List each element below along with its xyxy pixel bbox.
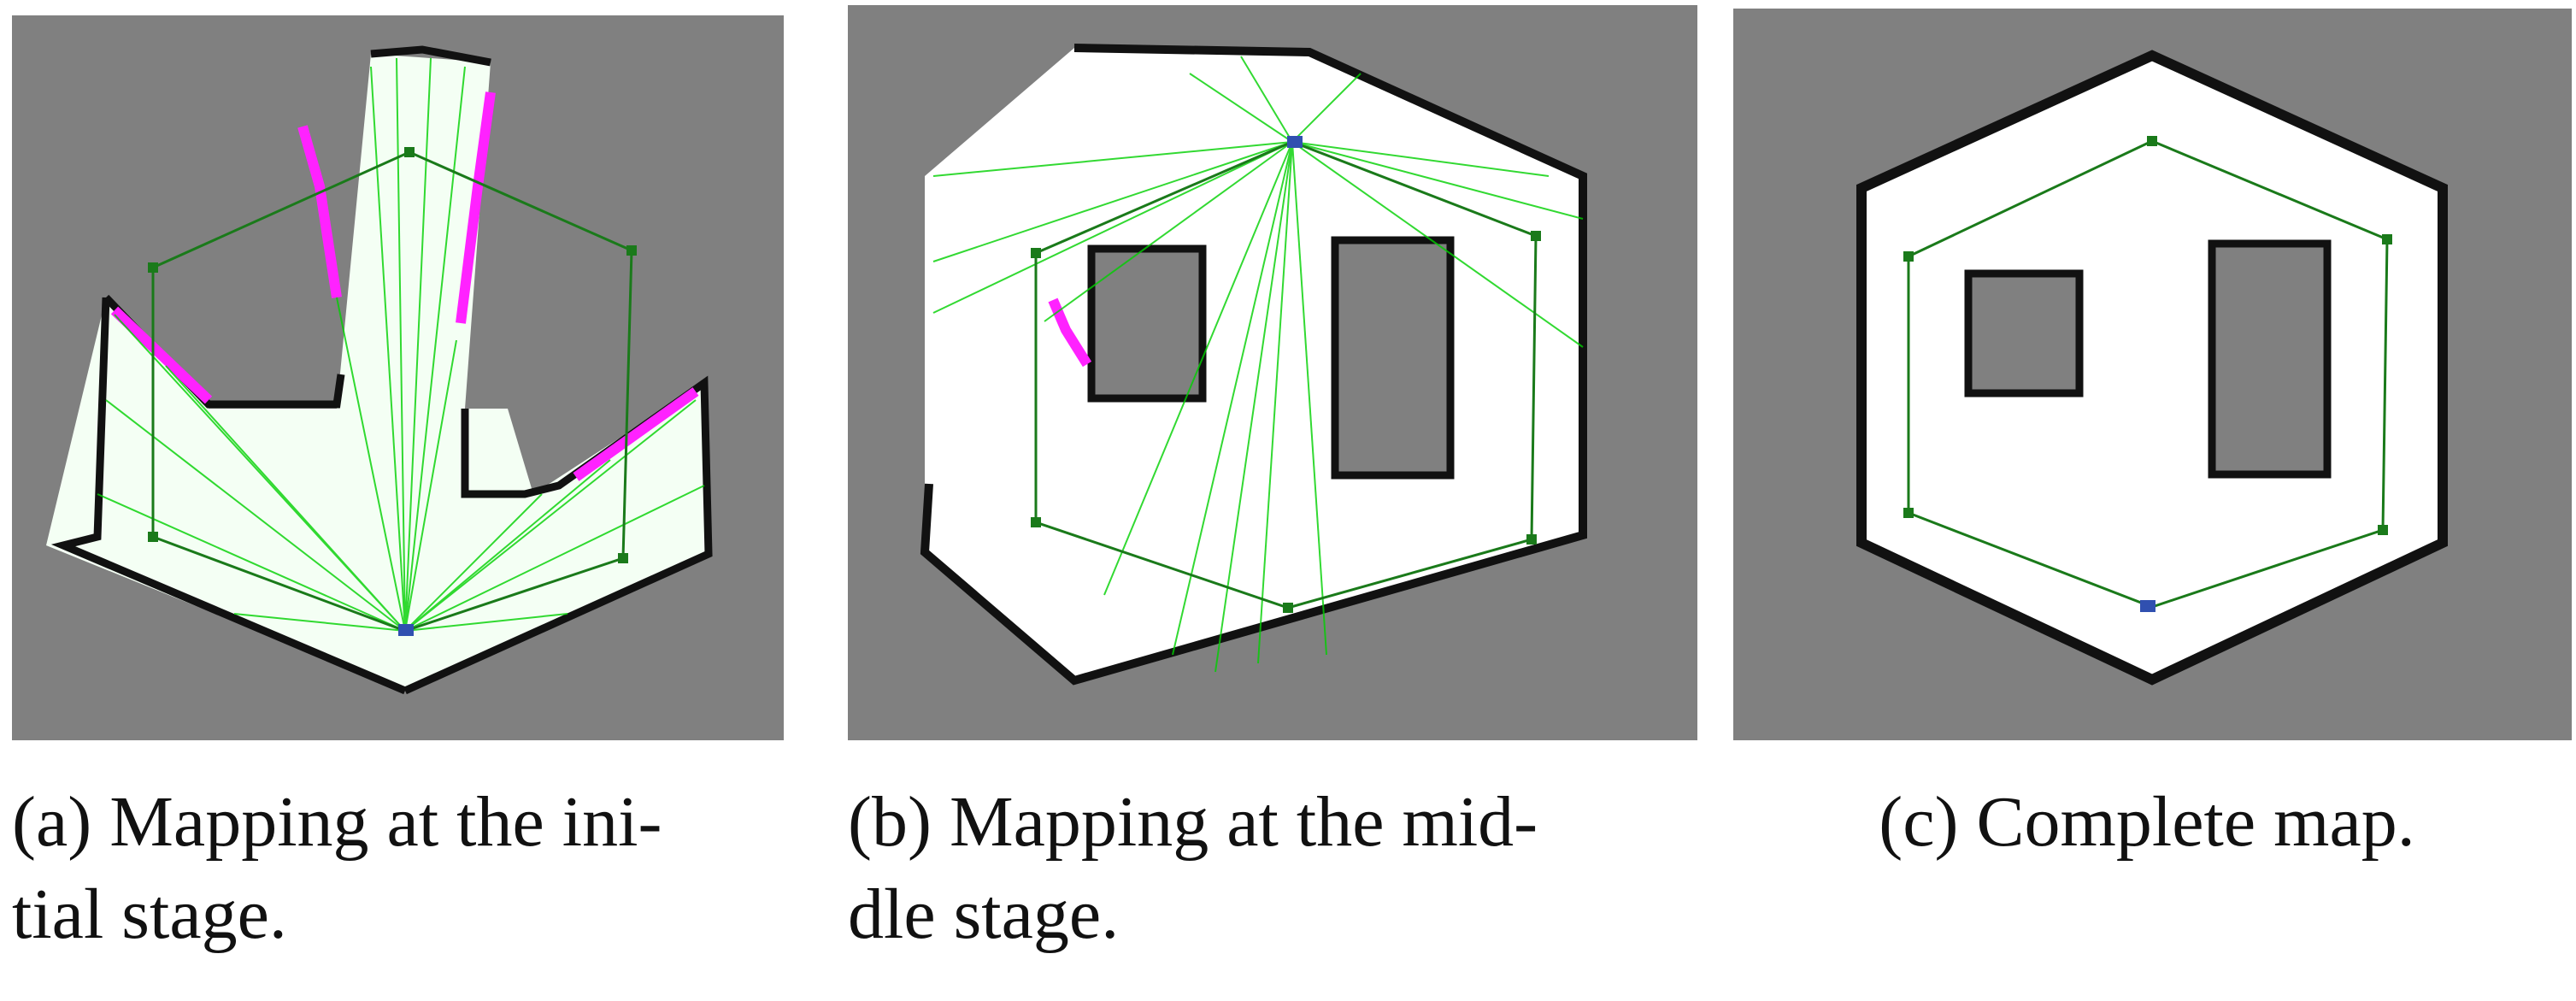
frontier xyxy=(1048,297,1092,368)
laser-rays xyxy=(932,56,1584,673)
free-space xyxy=(46,54,709,691)
obstacle xyxy=(1964,269,2084,397)
occupancy-map-complete xyxy=(1733,9,2572,740)
frontier xyxy=(297,125,342,298)
robot-marker xyxy=(1287,136,1303,148)
caption-line: (c) Complete map. xyxy=(1879,782,2415,862)
free-space xyxy=(925,48,1583,680)
path-waypoints xyxy=(148,147,637,563)
obstacle xyxy=(2208,239,2332,479)
free-space xyxy=(1856,50,2448,686)
path-waypoints xyxy=(1031,231,1541,613)
map-drawing-a xyxy=(46,45,713,695)
walls xyxy=(403,375,713,695)
map-drawing-b xyxy=(920,44,1587,686)
occupancy-map-middle xyxy=(848,5,1697,740)
robot-marker xyxy=(2140,600,2155,612)
caption-line: (b) Mapping at the mid- xyxy=(848,782,1538,862)
frontier xyxy=(573,387,699,481)
frontier xyxy=(110,306,213,404)
frontier xyxy=(456,91,496,324)
caption-c: (c) Complete map. xyxy=(1718,776,2576,869)
occupancy-map-initial xyxy=(12,15,784,740)
walls xyxy=(370,45,491,67)
path-waypoints xyxy=(1903,136,2392,535)
caption-line: (a) Mapping at the ini- xyxy=(12,782,662,862)
obstacle xyxy=(1331,236,1455,480)
laser-rays xyxy=(97,57,705,632)
walls xyxy=(920,44,1587,686)
robot-marker xyxy=(398,624,414,636)
map-drawing-c xyxy=(1856,50,2448,686)
caption-line: tial stage. xyxy=(12,874,287,954)
walls xyxy=(50,297,407,695)
caption-a: (a) Mapping at the ini- tial stage. xyxy=(12,776,790,961)
obstacle xyxy=(1087,244,1207,403)
caption-b: (b) Mapping at the mid- dle stage. xyxy=(848,776,1697,961)
caption-line: dle stage. xyxy=(848,874,1120,954)
